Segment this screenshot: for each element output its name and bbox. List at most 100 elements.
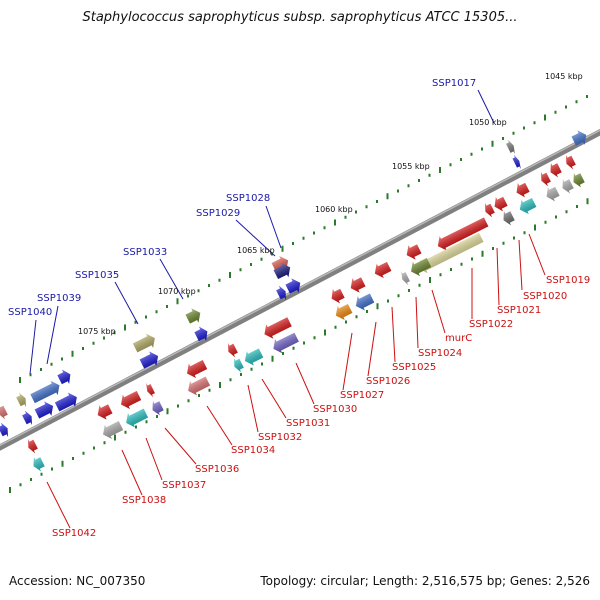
lower-scale-tick [229,378,232,382]
upper-scale-tick [418,179,420,182]
upper-scale-tick [208,284,210,287]
gene-ssp1017 [506,139,515,155]
gene-plus-f [57,369,71,385]
upper-scale-tick [334,219,336,226]
lower-scale-tick [418,283,421,287]
gene-label: SSP1029 [196,208,240,219]
lower-scale-tick [555,215,557,219]
gene-ssp1037 [152,401,164,416]
upper-scale-tick [397,189,399,193]
lower-scale-tick [334,325,337,329]
upper-scale-tick [491,140,494,147]
lower-scale-tick [492,247,494,250]
gene-minus-n [146,382,155,398]
gene-ssp1025 [401,270,410,286]
gene-ssp1021 [494,196,508,212]
lower-scale-tick [93,446,95,450]
gene-minus-m [187,360,208,378]
upper-scale-tick [407,184,410,188]
label-leader [295,362,315,405]
lower-scale-tick [366,310,368,313]
genome-summary-text: Topology: circular; Length: 2,516,575 bp… [260,574,590,588]
lower-scale-tick [387,299,389,303]
upper-scale-tick [113,331,116,335]
scale-label: 1060 kbp [315,205,353,214]
upper-scale-tick [187,294,189,298]
label-leader [164,427,197,465]
label-leader [477,89,495,124]
accession-text: Accession: NC_007350 [9,574,146,588]
upper-scale-tick [313,231,315,235]
label-leader [518,239,523,291]
label-leader [46,305,59,365]
lower-scale-tick [282,352,284,355]
lower-scale-tick [250,367,253,371]
lower-scale-tick [324,329,326,336]
label-leader [247,384,259,433]
gene-minus-b [550,163,562,178]
upper-scale-tick [554,110,557,114]
lower-scale-tick [471,257,473,261]
lower-scale-tick [502,241,505,245]
gene-label: murC [445,333,472,344]
gene-label: SSP1034 [231,445,275,456]
label-leader [114,281,139,325]
scale-label: 1055 kbp [392,162,430,171]
lower-scale-tick [145,420,148,424]
upper-scale-tick [124,324,126,331]
gene-minus-d [546,186,560,202]
upper-scale-tick [250,263,252,266]
gene-ssp1032 [244,348,264,366]
gene-ssp1029 [273,262,291,280]
gene-label: SSP1021 [497,305,541,316]
lower-scale-tick [40,472,43,476]
lower-scale-tick [156,415,158,418]
gene-minus-p [103,421,124,439]
upper-scale-tick [544,114,546,121]
upper-scale-tick [512,131,515,135]
gene-label: SSP1030 [313,404,357,415]
upper-scale-tick [260,257,263,261]
gene-label: SSP1035 [75,270,119,281]
gene-label: SSP1032 [258,432,302,443]
label-leader [391,306,396,363]
label-leaders [29,89,546,529]
gene-minus-a [566,155,576,170]
label-leader [29,319,37,375]
lower-scale-tick [114,434,116,441]
upper-scale-tick [323,226,326,230]
gene-minus-g [519,197,537,215]
upper-scale-tick [502,137,504,140]
lower-scale-tick [376,303,379,310]
gene-plus-i [22,410,32,425]
upper-scale-tick [229,272,231,278]
upper-scale-tick [481,147,483,151]
label-leader [121,449,143,496]
label-leader [145,437,163,481]
genome-backbone [0,128,600,451]
lower-scale-tick [219,382,221,388]
lower-scale-tick [240,373,242,376]
lower-scale-tick [313,336,316,340]
gene-ssp1035 [132,333,155,353]
gene-ssp1026 [374,261,392,279]
upper-scale-tick [61,357,63,361]
lower-scale-tick [166,408,169,415]
lower-scale-tick [177,404,179,408]
upper-scale-tick [344,215,347,219]
upper-scale-tick [239,268,242,272]
backbone-line [0,128,600,451]
gene-plus-a [571,130,587,146]
lower-scale-tick [586,198,589,205]
gene-ssp1027 [331,288,345,304]
upper-scale-tick [533,121,536,125]
label-leader [528,233,546,276]
lower-scale-tick [51,467,53,471]
gene-label: SSP1026 [366,376,410,387]
upper-scale-tick [50,362,53,366]
lower-scale-tick [271,355,274,362]
upper-scale-tick [166,305,168,308]
upper-scale-tick [470,152,473,156]
gene-minus-f [485,203,495,218]
